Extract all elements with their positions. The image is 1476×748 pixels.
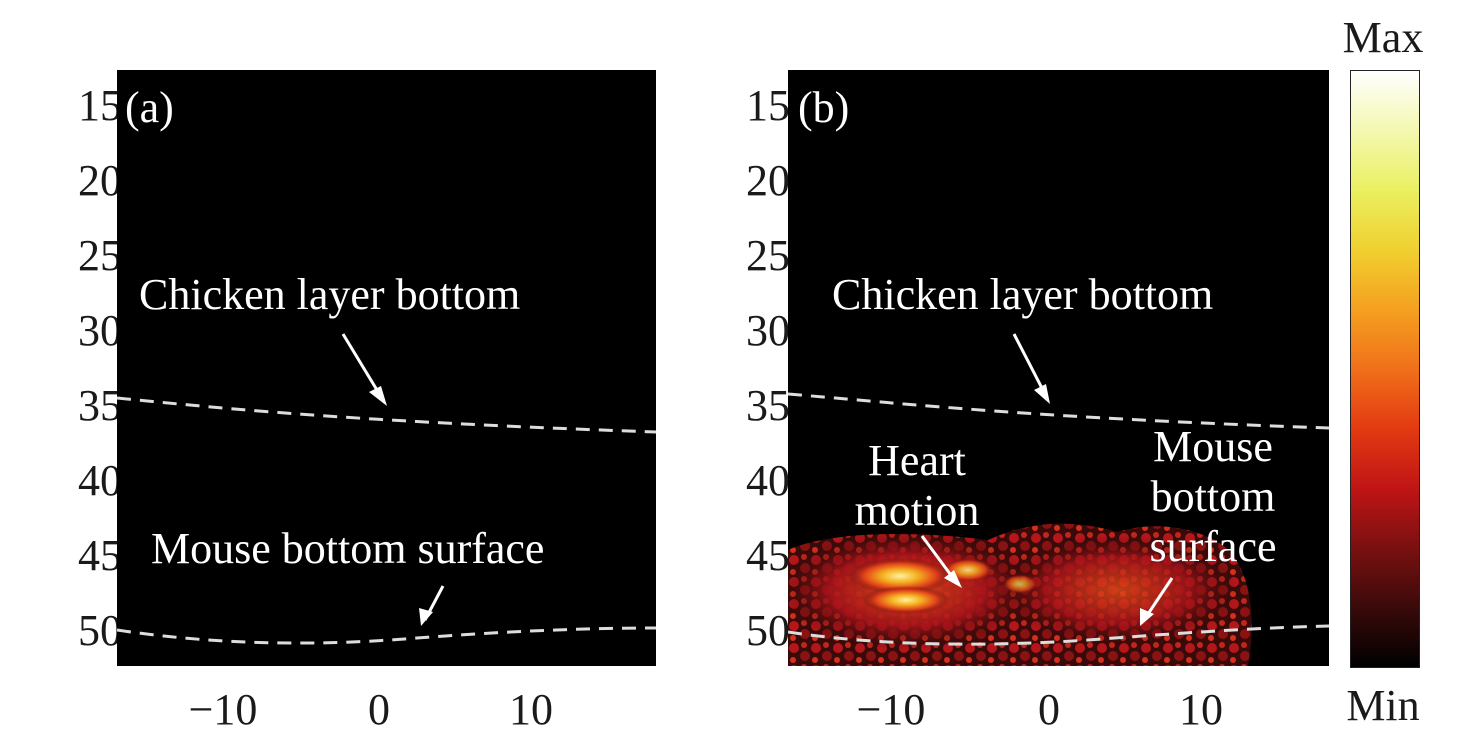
colorbar-max-label: Max xyxy=(1342,13,1424,62)
y-tick-label: 20 xyxy=(78,156,122,205)
warm-region-right xyxy=(998,535,1238,645)
mouse-arrowhead xyxy=(419,608,433,626)
y-tick-label: 25 xyxy=(78,231,122,280)
y-tick-label: 15 xyxy=(78,81,122,130)
chicken-arrowhead xyxy=(1034,384,1050,404)
colorbar-min-label: Min xyxy=(1346,681,1420,730)
y-tick-label: 20 xyxy=(746,156,790,205)
heart-motion-line2: motion xyxy=(854,486,980,535)
colorbar xyxy=(1350,70,1420,668)
chicken-layer-line xyxy=(117,396,656,434)
y-tick-label: 30 xyxy=(78,306,122,355)
y-tick-label: 50 xyxy=(78,606,122,655)
heart-hotspot-4 xyxy=(1002,574,1038,594)
heart-arrowhead xyxy=(944,570,962,588)
panel-a-image: (a) Chicken layer bottom Mouse bottom su… xyxy=(117,70,656,666)
x-tick-label: −10 xyxy=(188,685,258,734)
mouse-surface-line xyxy=(117,626,656,645)
chicken-layer-line xyxy=(788,392,1329,430)
x-tick-label: 10 xyxy=(509,685,553,734)
panel-b-image: (b) Chicken layer bottom Heart motion Mo… xyxy=(788,70,1329,666)
panel-b-overlay xyxy=(788,333,1329,666)
x-tick-label: −10 xyxy=(856,685,926,734)
mouse-arrowhead xyxy=(1140,608,1154,626)
y-tick-label: 45 xyxy=(746,531,790,580)
mouse-surface-line3: surface xyxy=(1149,522,1277,571)
y-tick-label: 40 xyxy=(746,456,790,505)
x-tick-label: 0 xyxy=(368,685,390,734)
y-tick-label: 30 xyxy=(746,306,790,355)
panel-a-label: (a) xyxy=(125,83,174,132)
y-tick-label: 15 xyxy=(746,81,790,130)
y-tick-label: 45 xyxy=(78,531,122,580)
chicken-layer-annotation: Chicken layer bottom xyxy=(139,270,521,319)
mouse-surface-annotation: Mouse bottom surface xyxy=(151,524,545,573)
x-tick-label: 0 xyxy=(1038,685,1060,734)
chicken-arrow xyxy=(1012,333,1048,397)
heart-motion-line1: Heart xyxy=(868,436,966,485)
chicken-arrowhead xyxy=(369,386,387,406)
mouse-surface-line2: bottom xyxy=(1150,472,1276,521)
heart-motion-annotation: Heart motion xyxy=(852,436,982,536)
heart-hotspot-2 xyxy=(862,586,950,614)
panel-b-label: (b) xyxy=(798,83,850,132)
y-tick-label: 50 xyxy=(746,606,790,655)
x-tick-label: 10 xyxy=(1179,685,1223,734)
y-tick-label: 35 xyxy=(746,381,790,430)
mouse-surface-line xyxy=(788,624,1329,646)
panel-a-overlay xyxy=(117,333,656,645)
chicken-layer-annotation: Chicken layer bottom xyxy=(832,270,1214,319)
y-tick-label: 40 xyxy=(78,456,122,505)
y-tick-label: 35 xyxy=(78,381,122,430)
mouse-surface-line1: Mouse xyxy=(1153,422,1273,471)
mouse-surface-annotation: Mouse bottom surface xyxy=(1133,422,1293,572)
heart-hotspot-1 xyxy=(848,558,952,594)
y-tick-label: 25 xyxy=(746,231,790,280)
